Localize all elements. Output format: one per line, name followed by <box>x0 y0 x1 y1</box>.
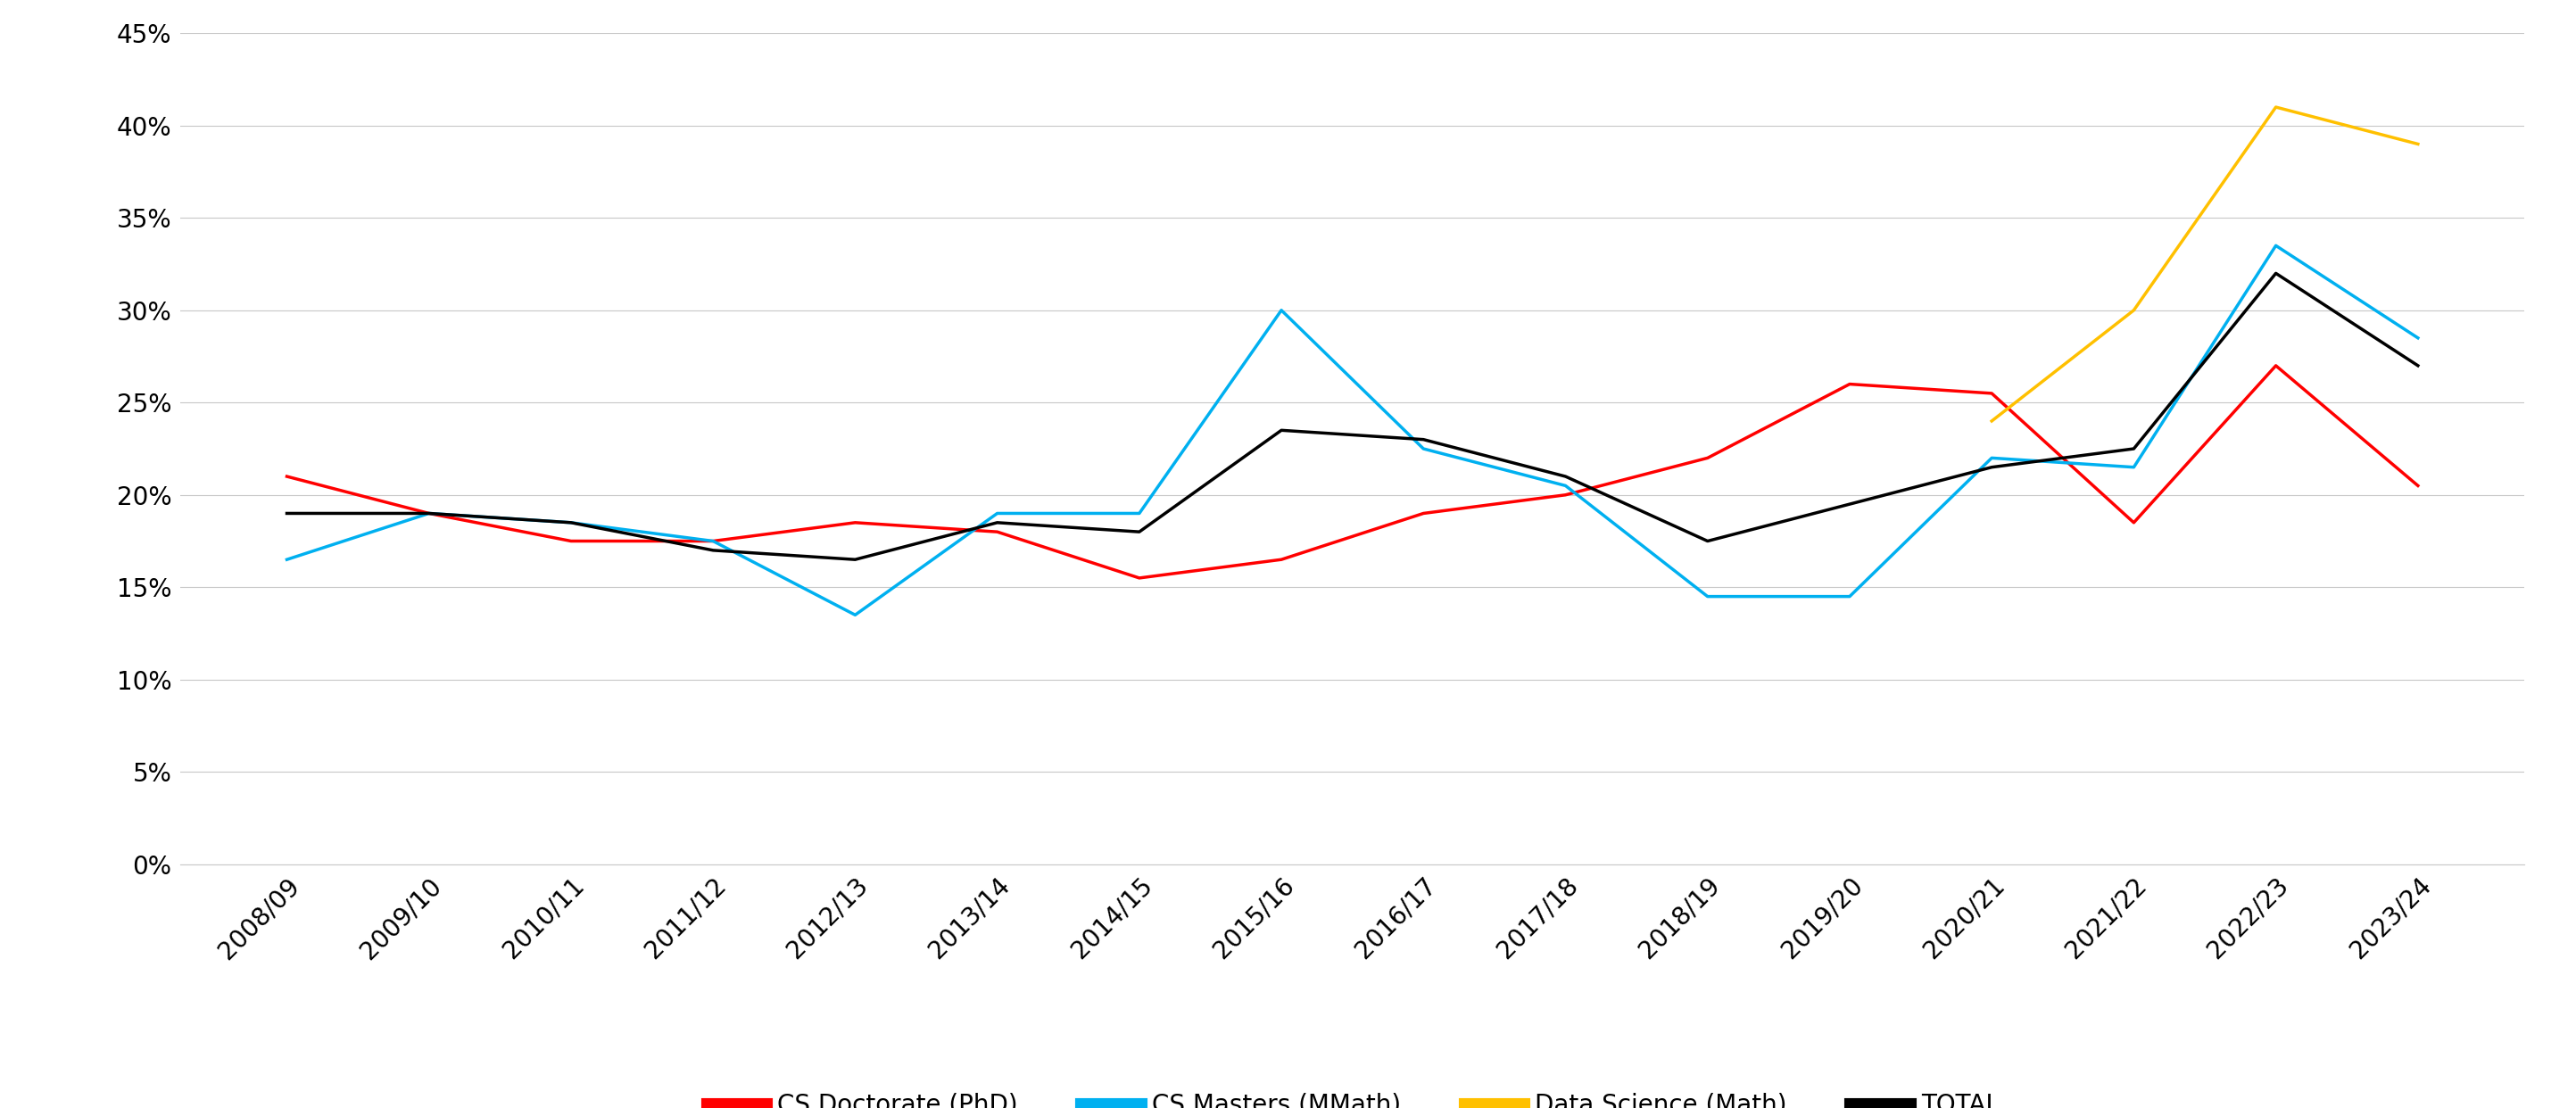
Legend: CS Doctorate (PhD), CS Masters (MMath), Data Science (Math), TOTAL: CS Doctorate (PhD), CS Masters (MMath), … <box>706 1092 1999 1108</box>
